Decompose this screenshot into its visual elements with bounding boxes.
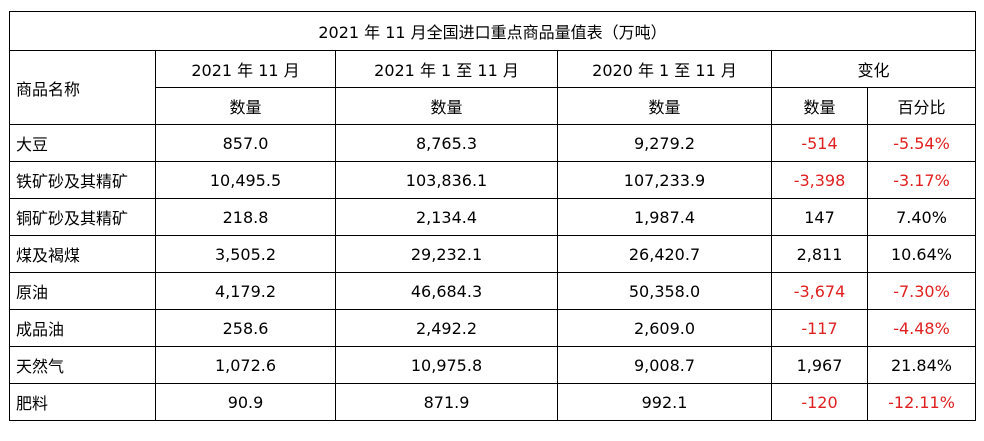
cell-change-qty: -3,398: [771, 161, 868, 199]
subheader-qty: 数量: [557, 87, 772, 125]
cell-2021-nov: 258.6: [155, 309, 336, 347]
cell-change-qty: -117: [771, 309, 868, 347]
cell-change-pct: -5.54%: [867, 124, 976, 162]
import-table: 2021 年 11 月全国进口重点商品量值表（万吨） 商品名称 2021 年 1…: [9, 11, 976, 421]
cell-2021-nov: 90.9: [155, 383, 336, 421]
cell-change-qty: -514: [771, 124, 868, 162]
subheader-change-pct: 百分比: [867, 87, 976, 125]
cell-change-qty: 147: [771, 198, 868, 236]
subheader-qty: 数量: [155, 87, 336, 125]
cell-product-name: 成品油: [9, 309, 156, 347]
cell-change-qty: -3,674: [771, 272, 868, 310]
cell-change-qty: 1,967: [771, 346, 868, 384]
cell-product-name: 煤及褐煤: [9, 235, 156, 273]
table-row: 铜矿砂及其精矿 218.8 2,134.4 1,987.4 147 7.40%: [9, 198, 976, 236]
cell-change-qty: -120: [771, 383, 868, 421]
cell-2020-ytd: 26,420.7: [557, 235, 772, 273]
cell-change-pct: 21.84%: [867, 346, 976, 384]
cell-2020-ytd: 1,987.4: [557, 198, 772, 236]
cell-2020-ytd: 9,008.7: [557, 346, 772, 384]
table-body: 大豆 857.0 8,765.3 9,279.2 -514 -5.54% 铁矿砂及其精矿 10…: [9, 124, 976, 421]
header-product-name: 商品名称: [9, 50, 156, 125]
cell-product-name: 肥料: [9, 383, 156, 421]
table-row: 成品油 258.6 2,492.2 2,609.0 -117 -4.48%: [9, 309, 976, 347]
cell-product-name: 铁矿砂及其精矿: [9, 161, 156, 199]
table-row: 铁矿砂及其精矿 10,495.5 103,836.1 107,233.9 -3,398-…: [9, 161, 976, 199]
cell-2021-ytd: 103,836.1: [335, 161, 558, 199]
cell-2020-ytd: 107,233.9: [557, 161, 772, 199]
cell-2021-ytd: 2,134.4: [335, 198, 558, 236]
cell-product-name: 天然气: [9, 346, 156, 384]
cell-change-qty: 2,811: [771, 235, 868, 273]
cell-2021-nov: 4,179.2: [155, 272, 336, 310]
table-row: 肥料 90.9 871.9 992.1 -120 -12.11%: [9, 383, 976, 421]
cell-2021-nov: 218.8: [155, 198, 336, 236]
cell-2021-ytd: 871.9: [335, 383, 558, 421]
cell-2020-ytd: 992.1: [557, 383, 772, 421]
table-row: 原油 4,179.2 46,684.3 50,358.0 -3,674 -7.30%: [9, 272, 976, 310]
cell-product-name: 大豆: [9, 124, 156, 162]
cell-2020-ytd: 9,279.2: [557, 124, 772, 162]
cell-product-name: 原油: [9, 272, 156, 310]
cell-change-pct: 10.64%: [867, 235, 976, 273]
header-period-2021-nov: 2021 年 11 月: [155, 50, 336, 88]
cell-2021-ytd: 8,765.3: [335, 124, 558, 162]
header-change: 变化: [771, 50, 976, 88]
cell-2020-ytd: 2,609.0: [557, 309, 772, 347]
table-row: 大豆 857.0 8,765.3 9,279.2 -514 -5.54%: [9, 124, 976, 162]
header-period-2020-ytd: 2020 年 1 至 11 月: [557, 50, 772, 88]
cell-2021-ytd: 2,492.2: [335, 309, 558, 347]
table-title: 2021 年 11 月全国进口重点商品量值表（万吨）: [9, 11, 976, 51]
cell-2020-ytd: 50,358.0: [557, 272, 772, 310]
cell-change-pct: 7.40%: [867, 198, 976, 236]
cell-2021-nov: 1,072.6: [155, 346, 336, 384]
cell-change-pct: -12.11%: [867, 383, 976, 421]
table-row: 煤及褐煤 3,505.2 29,232.1 26,420.7 2,811 10.64%: [9, 235, 976, 273]
cell-change-pct: -4.48%: [867, 309, 976, 347]
import-table-container: 2021 年 11 月全国进口重点商品量值表（万吨） 商品名称 2021 年 1…: [9, 11, 976, 421]
cell-product-name: 铜矿砂及其精矿: [9, 198, 156, 236]
table-row: 天然气 1,072.6 10,975.8 9,008.7 1,967 21.84%: [9, 346, 976, 384]
cell-change-pct: -3.17%: [867, 161, 976, 199]
cell-2021-ytd: 10,975.8: [335, 346, 558, 384]
cell-2021-ytd: 29,232.1: [335, 235, 558, 273]
cell-change-pct: -7.30%: [867, 272, 976, 310]
subheader-qty: 数量: [335, 87, 558, 125]
cell-2021-nov: 857.0: [155, 124, 336, 162]
subheader-change-qty: 数量: [771, 87, 868, 125]
cell-2021-nov: 10,495.5: [155, 161, 336, 199]
header-period-2021-ytd: 2021 年 1 至 11 月: [335, 50, 558, 88]
cell-2021-nov: 3,505.2: [155, 235, 336, 273]
cell-2021-ytd: 46,684.3: [335, 272, 558, 310]
